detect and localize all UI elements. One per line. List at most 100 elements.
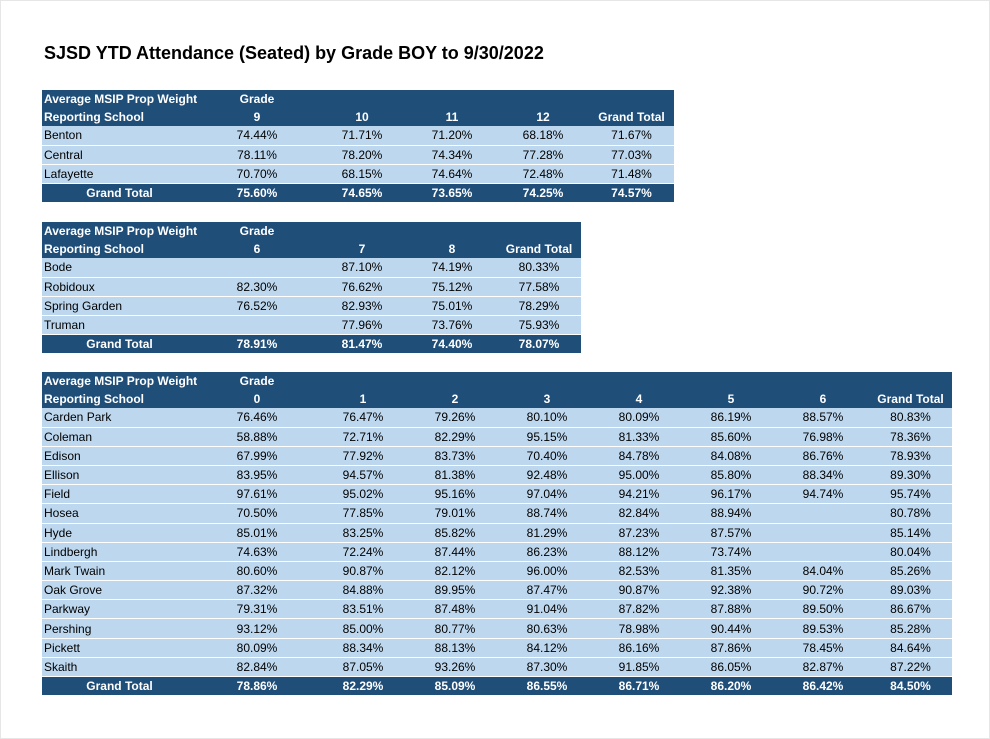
cell-value: 78.11%: [197, 145, 317, 165]
cell-value: 72.24%: [317, 542, 409, 562]
cell-value: 80.04%: [869, 542, 952, 562]
table-row: Skaith 82.84% 87.05% 93.26% 87.30% 91.85% 86.0…: [42, 657, 952, 678]
cell-value: 87.32%: [197, 580, 317, 601]
header-blank-cell: [409, 372, 501, 391]
cell-value: 77.96%: [317, 315, 407, 336]
cell-value: 74.19%: [407, 258, 497, 278]
table-row: Bode 87.10% 74.19% 80.33%: [42, 258, 581, 278]
total-value: 74.40%: [407, 334, 497, 354]
cell-value: 89.30%: [869, 465, 952, 486]
cell-value: 89.50%: [777, 599, 869, 620]
cell-value: 78.29%: [497, 296, 581, 316]
cell-value: 78.98%: [593, 618, 685, 639]
cell-value: 89.03%: [869, 580, 952, 601]
total-value: 84.50%: [869, 676, 952, 696]
cell-value: 91.04%: [501, 599, 593, 620]
table-row: Oak Grove 87.32% 84.88% 89.95% 87.47% 90.87% 9…: [42, 580, 952, 601]
cell-value: 88.57%: [777, 408, 869, 428]
cell-value: 82.29%: [409, 427, 501, 447]
table-row: Parkway 79.31% 83.51% 87.48% 91.04% 87.82% 87.…: [42, 599, 952, 620]
table-row: Lindbergh 74.63% 72.24% 87.44% 86.23% 88.12% 7…: [42, 542, 952, 562]
cell-value: 90.44%: [685, 618, 777, 639]
cell-value: 80.63%: [501, 618, 593, 639]
cell-value: 95.74%: [869, 484, 952, 505]
header-row-measure: Average MSIP Prop Weight Grade: [42, 372, 952, 391]
column-header: 6: [777, 390, 869, 409]
cell-value: [197, 258, 317, 278]
school-name: Robidoux: [42, 277, 197, 297]
cell-value: 75.01%: [407, 296, 497, 316]
cell-value: 73.74%: [685, 542, 777, 562]
cell-value: 88.34%: [317, 638, 409, 658]
school-name: Spring Garden: [42, 296, 197, 316]
column-header: 6: [197, 240, 317, 259]
cell-value: 90.87%: [317, 561, 409, 582]
school-name: Oak Grove: [42, 580, 197, 601]
school-name: Pickett: [42, 638, 197, 658]
cell-value: 87.30%: [501, 657, 593, 678]
total-value: 78.86%: [197, 676, 317, 696]
school-name: Coleman: [42, 427, 197, 447]
table-row: Coleman 58.88% 72.71% 82.29% 95.15% 81.33% 85.…: [42, 427, 952, 447]
cell-value: 76.46%: [197, 408, 317, 428]
cell-value: 87.48%: [409, 599, 501, 620]
cell-value: 78.93%: [869, 446, 952, 466]
cell-value: 81.38%: [409, 465, 501, 486]
cell-value: 72.48%: [497, 164, 589, 184]
total-value: 85.09%: [409, 676, 501, 696]
cell-value: 71.71%: [317, 126, 407, 146]
header-blank-cell: [685, 372, 777, 391]
cell-value: 89.53%: [777, 618, 869, 639]
cell-value: 79.26%: [409, 408, 501, 428]
cell-value: 70.70%: [197, 164, 317, 184]
school-name: Lindbergh: [42, 542, 197, 562]
cell-value: 93.12%: [197, 618, 317, 639]
cell-value: 70.50%: [197, 503, 317, 524]
cell-value: 91.85%: [593, 657, 685, 678]
cell-value: 82.87%: [777, 657, 869, 678]
cell-value: [197, 315, 317, 336]
school-name: Mark Twain: [42, 561, 197, 582]
school-name: Carden Park: [42, 408, 197, 428]
cell-value: 82.30%: [197, 277, 317, 297]
table-row: Truman 77.96% 73.76% 75.93%: [42, 315, 581, 336]
grade-header: Grade: [197, 90, 317, 109]
cell-value: 96.17%: [685, 484, 777, 505]
column-header: 4: [593, 390, 685, 409]
cell-value: 83.51%: [317, 599, 409, 620]
column-header: 8: [407, 240, 497, 259]
cell-value: 87.44%: [409, 542, 501, 562]
cell-value: 93.26%: [409, 657, 501, 678]
cell-value: 97.61%: [197, 484, 317, 505]
total-value: 74.57%: [589, 183, 674, 203]
cell-value: 87.82%: [593, 599, 685, 620]
cell-value: 95.16%: [409, 484, 501, 505]
cell-value: 86.19%: [685, 408, 777, 428]
cell-value: 80.78%: [869, 503, 952, 524]
grand-total-row: Grand Total 78.91% 81.47% 74.40% 78.07%: [42, 334, 581, 354]
school-name: Central: [42, 145, 197, 165]
cell-value: 84.12%: [501, 638, 593, 658]
school-name: Field: [42, 484, 197, 505]
total-value: 86.55%: [501, 676, 593, 696]
column-header: 1: [317, 390, 409, 409]
header-blank-cell: [869, 372, 952, 391]
cell-value: 94.57%: [317, 465, 409, 486]
total-value: 86.20%: [685, 676, 777, 696]
grand-total-label: Grand Total: [42, 676, 197, 696]
table-row: Robidoux 82.30% 76.62% 75.12% 77.58%: [42, 277, 581, 297]
header-row-columns: Reporting School 9 10 11 12 Grand Total: [42, 108, 674, 127]
cell-value: 85.80%: [685, 465, 777, 486]
table-row: Benton 74.44% 71.71% 71.20% 68.18% 71.67…: [42, 126, 674, 146]
column-header: 12: [497, 108, 589, 127]
cell-value: 74.44%: [197, 126, 317, 146]
cell-value: 71.48%: [589, 164, 674, 184]
cell-value: 95.00%: [593, 465, 685, 486]
cell-value: 87.05%: [317, 657, 409, 678]
cell-value: 86.67%: [869, 599, 952, 620]
grand-total-label: Grand Total: [42, 183, 197, 203]
cell-value: 82.84%: [593, 503, 685, 524]
cell-value: 88.12%: [593, 542, 685, 562]
cell-value: 77.28%: [497, 145, 589, 165]
cell-value: 88.94%: [685, 503, 777, 524]
